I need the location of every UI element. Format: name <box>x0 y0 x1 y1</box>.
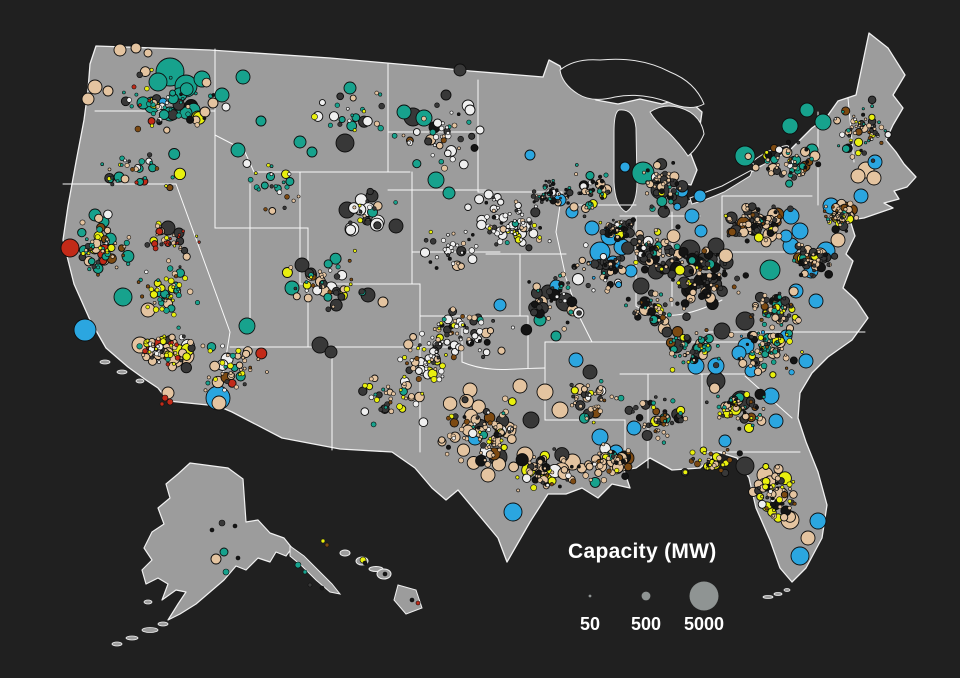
capacity-legend: Capacity (MW) 50 500 5000 <box>552 532 782 638</box>
legend-size-circles <box>588 581 719 611</box>
lake-michigan <box>613 109 638 213</box>
legend-size-labels: 50 500 5000 <box>552 614 782 638</box>
power-plant-points <box>60 42 892 606</box>
alaska-landmass <box>141 462 293 621</box>
great-lakes <box>559 58 790 213</box>
hawaii-islands <box>339 549 423 615</box>
legend-label-500: 500 <box>630 614 662 634</box>
lower48-landmass <box>62 32 917 583</box>
alaska-panhandle <box>289 545 342 595</box>
lake-superior <box>559 58 705 108</box>
legend-title: Capacity (MW) <box>568 540 717 563</box>
lake-huron <box>649 105 705 157</box>
small-islands <box>99 359 791 647</box>
legend-label-5000: 5000 <box>683 614 725 634</box>
legend-label-50: 50 <box>579 614 601 634</box>
